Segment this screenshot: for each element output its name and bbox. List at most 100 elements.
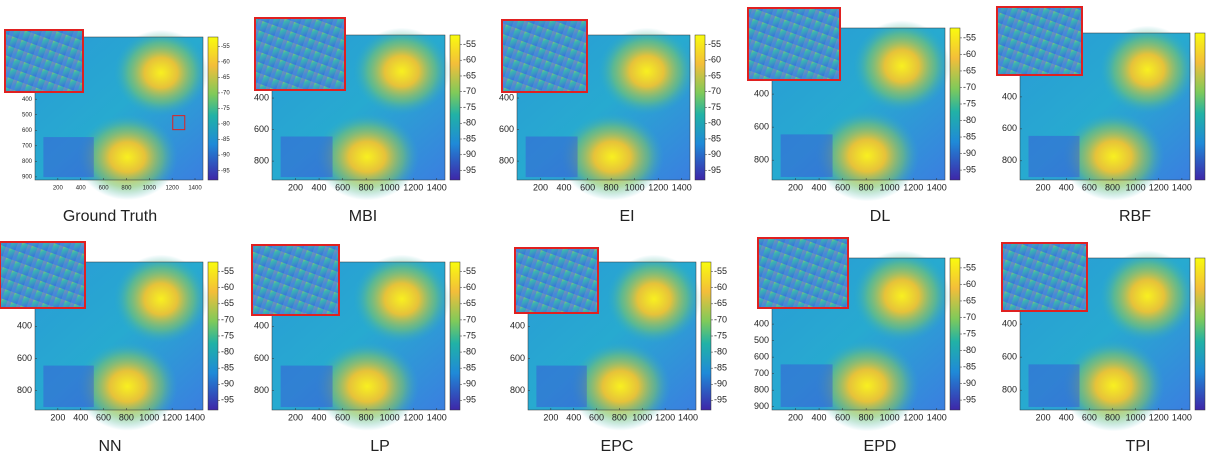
panel-label: Ground Truth [63, 208, 157, 225]
colorbar-tick-label: -90 [714, 379, 727, 389]
x-tick-label: 1200 [655, 412, 675, 422]
y-tick-label: 400 [499, 92, 514, 102]
y-tick-label: 400 [1002, 318, 1017, 328]
x-tick-label: 600 [96, 412, 111, 422]
y-tick-label: 400 [22, 97, 33, 103]
colorbar-tick-label: -80 [463, 346, 476, 356]
colorbar-tick-label: -80 [708, 118, 721, 128]
colorbar-tick-label: -70 [463, 314, 476, 324]
colorbar-tick-label: -85 [963, 131, 976, 141]
x-tick-label: 1000 [880, 182, 900, 192]
building-cluster [280, 136, 333, 178]
x-tick-label: 200 [788, 412, 803, 422]
y-tick-label: 600 [1002, 352, 1017, 362]
x-tick-label: 1200 [162, 412, 182, 422]
x-tick-label: 1000 [880, 412, 900, 422]
x-tick-label: 1000 [380, 412, 400, 422]
colorbar-tick-label: -95 [463, 395, 476, 405]
plot-frame [771, 27, 946, 181]
heatmap-hotspot [853, 20, 951, 112]
x-tick-label: 800 [359, 182, 374, 192]
x-tick-label: 600 [1082, 412, 1097, 422]
x-tick-label: 1000 [380, 182, 400, 192]
zoom-inset [251, 244, 340, 316]
heatmap-hotspot [113, 254, 209, 344]
colorbar [449, 261, 461, 411]
x-tick-label: 1200 [1149, 412, 1169, 422]
heatmap-hotspot [560, 113, 665, 201]
zoom-inset [254, 17, 346, 91]
y-tick-label: 800 [1002, 385, 1017, 395]
y-tick-label: 600 [499, 124, 514, 134]
colorbar [449, 34, 461, 181]
y-tick-label: 800 [22, 159, 33, 165]
colorbar-tick-label: -75 [963, 98, 976, 108]
colorbar-tick-label: -60 [463, 55, 476, 65]
colorbar-tick-label: -90 [463, 379, 476, 389]
x-tick-label: 400 [812, 182, 827, 192]
colorbar [949, 257, 961, 411]
panel-label: LP [370, 438, 390, 455]
panel-label: DL [870, 208, 891, 225]
y-tick-label: 600 [754, 122, 769, 132]
y-tick-label: 800 [254, 155, 269, 165]
x-tick-label: 1400 [427, 182, 447, 192]
x-tick-label: 600 [589, 412, 604, 422]
building-cluster [536, 365, 587, 408]
heatmap-hotspot [1062, 112, 1165, 201]
colorbar-tick-label: -75 [708, 102, 721, 112]
zoom-region [172, 115, 186, 131]
x-tick-label: 400 [76, 186, 87, 192]
panel-label: EI [619, 208, 634, 225]
plot-frame [1019, 257, 1191, 411]
heatmap-hotspot [853, 250, 951, 342]
y-tick-label: 800 [1002, 155, 1017, 165]
colorbar-tick-label: -80 [463, 118, 476, 128]
colorbar [1194, 32, 1206, 181]
colorbar-tick-label: -90 [221, 379, 234, 389]
y-tick-label: 400 [17, 321, 32, 331]
y-tick-label: 600 [254, 353, 269, 363]
y-tick-label: 600 [22, 128, 33, 134]
colorbar-tick-label: -90 [221, 153, 230, 159]
heatmap-hotspot [1099, 250, 1196, 342]
colorbar-tick-label: -80 [714, 346, 727, 356]
colorbar-tick-label: -60 [963, 49, 976, 59]
x-tick-label: 400 [312, 182, 327, 192]
colorbar-tick-label: -70 [963, 312, 976, 322]
panel: 200 400 600 800 1000 1200 1400 400 600 800 RBF [996, 6, 1206, 225]
colorbar-tick-label: -85 [708, 133, 721, 143]
y-tick-label: 600 [510, 353, 525, 363]
building-cluster [525, 136, 578, 178]
zoom-inset [0, 241, 86, 309]
x-tick-label: 1200 [403, 182, 423, 192]
colorbar-tick-label: -75 [963, 328, 976, 338]
y-tick-label: 700 [22, 143, 33, 149]
x-tick-label: 1200 [903, 182, 923, 192]
x-tick-label: 200 [288, 412, 303, 422]
colorbar-tick-label: -95 [221, 168, 230, 174]
colorbar-tick-label: -55 [963, 262, 976, 272]
x-tick-label: 1400 [927, 412, 947, 422]
x-tick-label: 600 [580, 182, 595, 192]
x-tick-label: 200 [50, 412, 65, 422]
colorbar-tick-label: -65 [708, 70, 721, 80]
panel: 200 400 600 800 1000 1200 1400400600800-55-60-… [254, 17, 476, 225]
building-cluster [280, 365, 333, 408]
x-tick-label: 1000 [632, 412, 652, 422]
plot-frame [516, 34, 691, 181]
building-cluster [43, 137, 94, 178]
colorbar-tick-label: -65 [463, 298, 476, 308]
colorbar-tick-label: -80 [963, 115, 976, 125]
colorbar-tick-label: -95 [963, 394, 976, 404]
x-tick-label: 1000 [143, 186, 157, 192]
heatmap-hotspot [815, 110, 920, 202]
x-tick-label: 400 [812, 412, 827, 422]
x-tick-label: 600 [835, 182, 850, 192]
heatmap-hotspot [77, 114, 178, 201]
heatmap-hotspot [315, 341, 420, 431]
plot-frame [34, 36, 204, 181]
panel: 200 400 600 800 1000 1200 1400400600800-55-60-… [510, 247, 727, 455]
colorbar [700, 261, 712, 411]
